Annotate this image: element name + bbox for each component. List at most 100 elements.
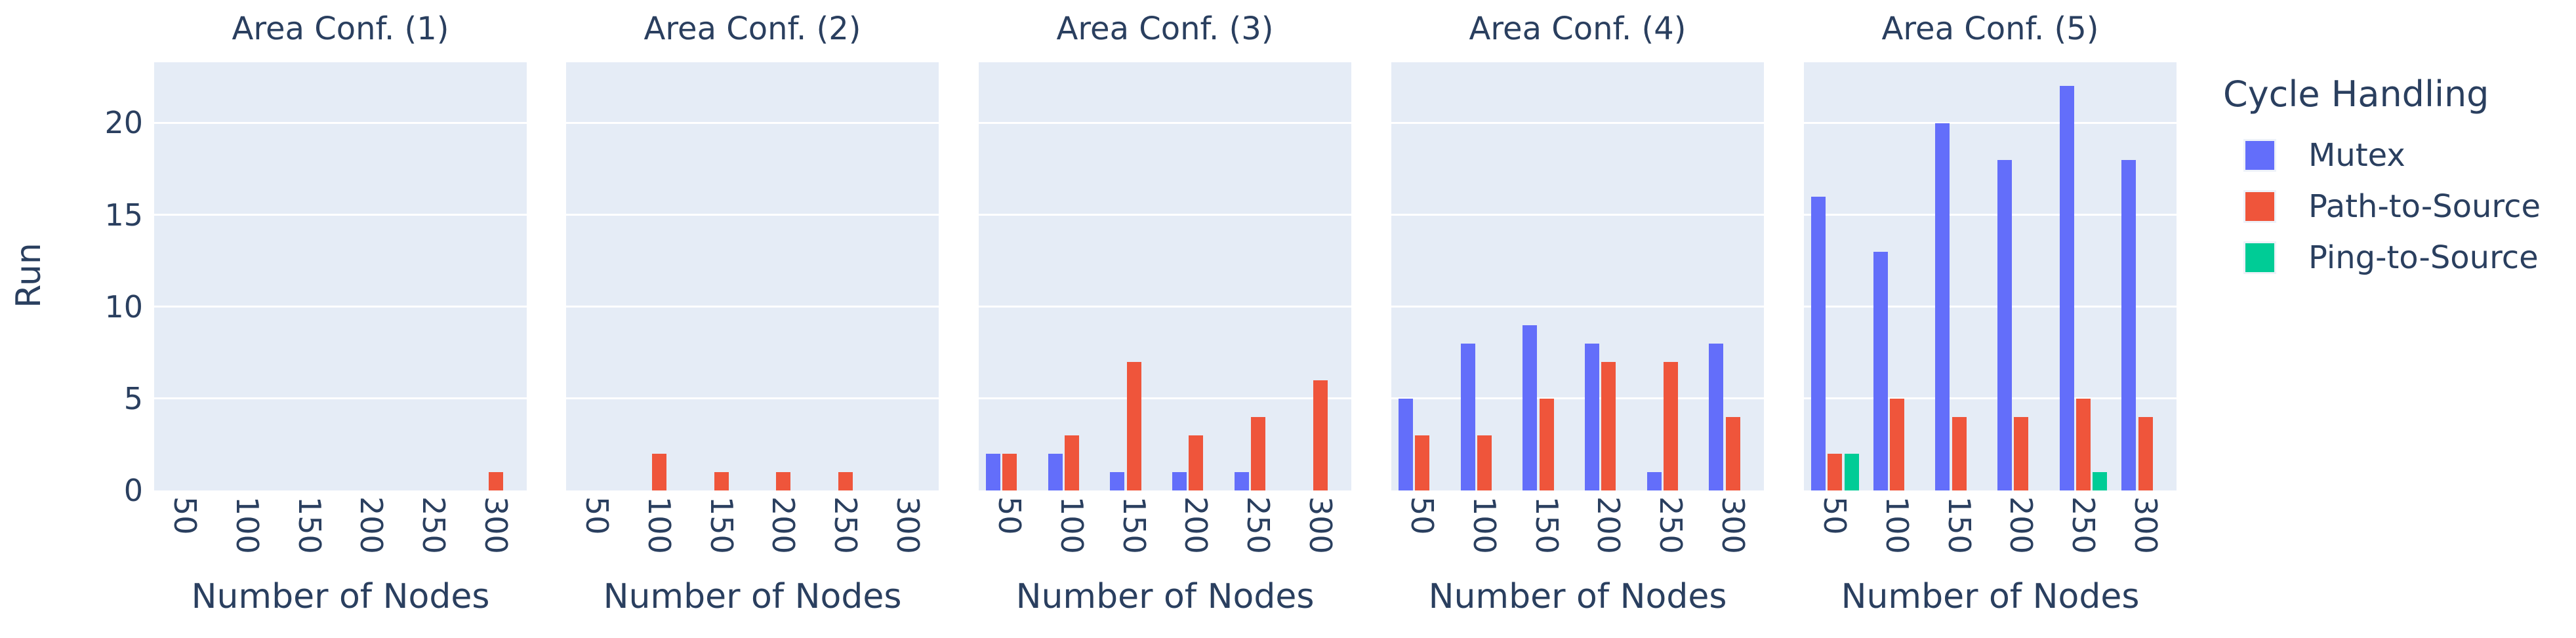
x-tick-label: 50 — [1404, 496, 1441, 535]
y-tick-label: 10 — [104, 289, 143, 325]
gridline-15 — [979, 213, 1351, 216]
bar-path-to-source-250[interactable] — [1664, 361, 1678, 490]
bar-path-to-source-100[interactable] — [652, 453, 666, 490]
bar-mutex-50[interactable] — [1399, 398, 1414, 490]
x-tick-label: 300 — [1302, 496, 1338, 554]
x-tick-label: 100 — [1054, 496, 1090, 554]
gridline-15 — [154, 213, 527, 216]
bar-path-to-source-300[interactable] — [1313, 380, 1328, 490]
plot-area — [154, 62, 527, 490]
bar-path-to-source-300[interactable] — [2138, 416, 2153, 490]
bar-mutex-150[interactable] — [1935, 123, 1950, 490]
facet-3: Area Conf. (3) 50 100 150 200 250 300 Number of… — [979, 0, 1351, 638]
bar-path-to-source-100[interactable] — [1477, 435, 1492, 490]
facet-1: Area Conf. (1) 50 100 150 200 250 300 Number of… — [154, 0, 527, 638]
x-tick-label: 100 — [642, 496, 677, 554]
x-tick-label: 100 — [1467, 496, 1502, 554]
bar-mutex-250[interactable] — [1646, 471, 1662, 490]
facet-5: Area Conf. (5) 50 100 150 200 250 300 Number of… — [1804, 0, 2177, 638]
x-tick-label: 100 — [230, 496, 265, 554]
bar-path-to-source-300[interactable] — [488, 471, 503, 490]
bar-path-to-source-100[interactable] — [1890, 398, 1904, 490]
gridline-5 — [566, 397, 939, 399]
gridline-20 — [1804, 121, 2177, 124]
x-tick-label: 250 — [1240, 496, 1276, 554]
gridline-10 — [1804, 305, 2177, 308]
gridline-10 — [979, 305, 1351, 308]
bar-path-to-source-150[interactable] — [1126, 361, 1141, 490]
x-tick-label: 150 — [703, 496, 739, 554]
bar-mutex-150[interactable] — [1110, 471, 1125, 490]
bar-path-to-source-50[interactable] — [1415, 435, 1430, 490]
legend-items: Mutex Path-to-Source Ping-to-Source — [2201, 130, 2568, 283]
plot-area — [1391, 62, 1764, 490]
legend-item-path-to-source[interactable]: Path-to-Source — [2201, 181, 2568, 232]
plot-area — [566, 62, 939, 490]
x-tick-label: 250 — [828, 496, 863, 554]
x-tick-label: 150 — [1528, 496, 1564, 554]
bar-path-to-source-150[interactable] — [714, 471, 729, 490]
bar-path-to-source-250[interactable] — [2076, 398, 2091, 490]
bar-path-to-source-50[interactable] — [1828, 453, 1843, 490]
plot-area — [979, 62, 1351, 490]
bar-path-to-source-200[interactable] — [1189, 435, 1204, 490]
bar-path-to-source-150[interactable] — [1539, 398, 1554, 490]
bar-mutex-50[interactable] — [1811, 196, 1826, 490]
bar-mutex-300[interactable] — [1709, 343, 1724, 490]
bar-mutex-200[interactable] — [1997, 159, 2013, 490]
gridline-20 — [154, 121, 527, 124]
bar-path-to-source-250[interactable] — [1251, 416, 1265, 490]
y-tick-label: 15 — [104, 197, 143, 233]
bar-path-to-source-300[interactable] — [1725, 416, 1740, 490]
bar-mutex-50[interactable] — [986, 453, 1001, 490]
bar-path-to-source-250[interactable] — [838, 471, 853, 490]
y-tick-label: 20 — [104, 105, 143, 141]
bar-mutex-200[interactable] — [1172, 471, 1187, 490]
facet-title: Area Conf. (4) — [1469, 10, 1687, 47]
x-axis-title: Number of Nodes — [1015, 577, 1315, 616]
bar-path-to-source-100[interactable] — [1065, 435, 1079, 490]
x-tick-label: 250 — [1653, 496, 1688, 554]
bar-path-to-source-50[interactable] — [1002, 453, 1017, 490]
legend-item-ping-to-source[interactable]: Ping-to-Source — [2201, 232, 2568, 283]
x-tick-label: 300 — [478, 496, 514, 554]
bar-mutex-250[interactable] — [2059, 86, 2074, 490]
x-tick-label: 150 — [1941, 496, 1977, 554]
x-tick-label: 150 — [1116, 496, 1152, 554]
bar-ping-to-source-250[interactable] — [2093, 471, 2108, 490]
x-tick-label: 50 — [167, 496, 203, 535]
bar-mutex-200[interactable] — [1585, 343, 1600, 490]
gridline-5 — [1804, 397, 2177, 399]
legend-swatch-icon — [2245, 192, 2274, 221]
bar-path-to-source-200[interactable] — [1601, 361, 1616, 490]
bar-mutex-250[interactable] — [1234, 471, 1249, 490]
facet-title: Area Conf. (1) — [232, 10, 449, 47]
bar-mutex-100[interactable] — [1048, 453, 1063, 490]
x-tick-label: 250 — [416, 496, 451, 554]
x-axis-title: Number of Nodes — [191, 577, 490, 616]
x-tick-label: 50 — [992, 496, 1028, 535]
x-axis-title: Number of Nodes — [1428, 577, 1727, 616]
gridline-10 — [154, 305, 527, 308]
gridline-15 — [566, 213, 939, 216]
bar-path-to-source-200[interactable] — [2014, 416, 2029, 490]
bar-mutex-100[interactable] — [1873, 251, 1888, 490]
bar-ping-to-source-50[interactable] — [1844, 453, 1859, 490]
bar-mutex-300[interactable] — [2121, 159, 2136, 490]
gridline-10 — [566, 305, 939, 308]
bar-path-to-source-200[interactable] — [776, 471, 791, 490]
x-axis-title: Number of Nodes — [603, 577, 902, 616]
x-tick-label: 150 — [291, 496, 327, 554]
gridline-20 — [979, 121, 1351, 124]
bar-mutex-100[interactable] — [1460, 343, 1475, 490]
gridline-10 — [1391, 305, 1764, 308]
gridline-20 — [1391, 121, 1764, 124]
bar-mutex-150[interactable] — [1523, 325, 1538, 490]
legend-item-mutex[interactable]: Mutex — [2201, 130, 2568, 181]
x-tick-label: 200 — [2003, 496, 2039, 554]
x-axis-title: Number of Nodes — [1841, 577, 2140, 616]
x-tick-label: 200 — [766, 496, 802, 554]
bar-path-to-source-150[interactable] — [1952, 416, 1967, 490]
x-tick-label: 100 — [1879, 496, 1915, 554]
